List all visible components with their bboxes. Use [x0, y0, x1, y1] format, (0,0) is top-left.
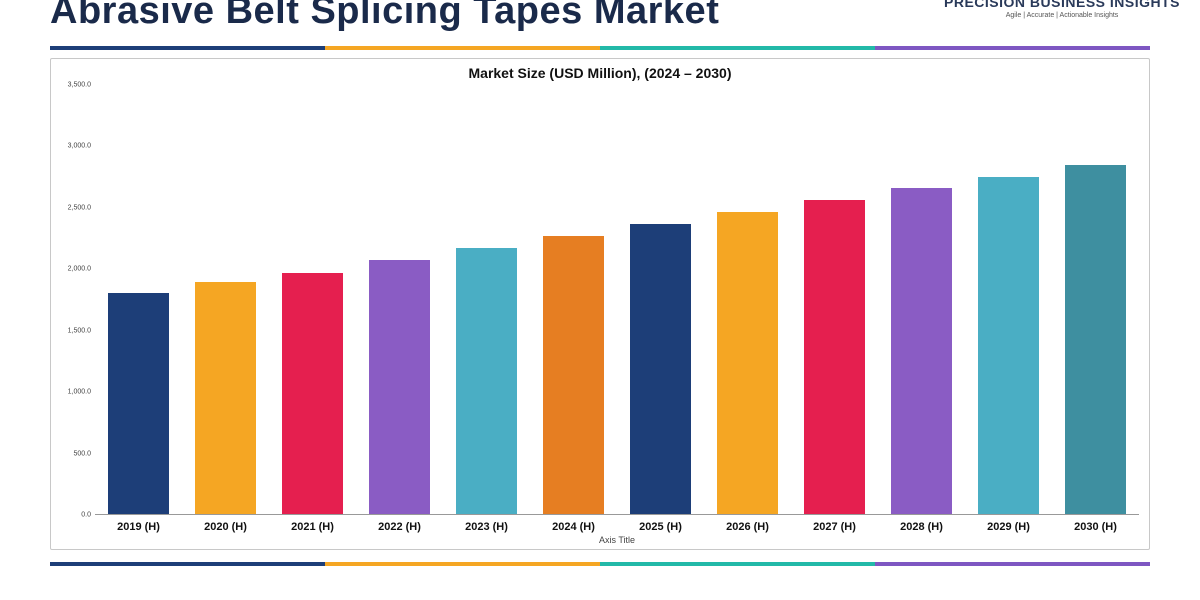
bar-slot	[1052, 85, 1139, 514]
x-tick-label: 2029 (H)	[965, 521, 1052, 533]
x-tick-label: 2021 (H)	[269, 521, 356, 533]
bar	[630, 224, 691, 514]
page-title: Abrasive Belt Splicing Tapes Market	[50, 0, 719, 30]
x-tick-label: 2019 (H)	[95, 521, 182, 533]
bar-slot	[617, 85, 704, 514]
y-tick-label: 1,500.0	[68, 327, 91, 334]
bar-slot	[878, 85, 965, 514]
brand-logo: PRECISION BUSINESS INSIGHTS Agile | Accu…	[944, 0, 1180, 19]
y-tick-label: 1,000.0	[68, 389, 91, 396]
bar-slot	[356, 85, 443, 514]
x-axis: 2019 (H)2020 (H)2021 (H)2022 (H)2023 (H)…	[95, 521, 1139, 533]
bar-slot	[443, 85, 530, 514]
y-tick-label: 3,000.0	[68, 143, 91, 150]
x-tick-label: 2024 (H)	[530, 521, 617, 533]
bar	[108, 293, 169, 514]
x-tick-label: 2022 (H)	[356, 521, 443, 533]
divider-segment	[325, 46, 600, 50]
x-tick-label: 2027 (H)	[791, 521, 878, 533]
bar	[891, 188, 952, 514]
bar-slot	[530, 85, 617, 514]
bar-slot	[704, 85, 791, 514]
divider-segment	[600, 46, 875, 50]
footer-divider	[50, 562, 1150, 566]
bar	[1065, 165, 1126, 514]
y-axis: 0.0500.01,000.01,500.02,000.02,500.03,00…	[61, 85, 95, 515]
divider-segment	[875, 46, 1150, 50]
bar	[978, 177, 1039, 514]
bar	[282, 273, 343, 514]
bar-slot	[791, 85, 878, 514]
bar	[717, 212, 778, 514]
bar	[195, 282, 256, 514]
logo-tagline: Agile | Accurate | Actionable Insights	[944, 12, 1180, 19]
bar	[369, 260, 430, 514]
bar	[543, 236, 604, 514]
bar-slot	[269, 85, 356, 514]
plot-area: 0.0500.01,000.01,500.02,000.02,500.03,00…	[61, 85, 1139, 515]
y-tick-label: 2,000.0	[68, 266, 91, 273]
chart-container: Market Size (USD Million), (2024 – 2030)…	[50, 58, 1150, 550]
divider-segment	[325, 562, 600, 566]
x-tick-label: 2023 (H)	[443, 521, 530, 533]
bar	[456, 248, 517, 514]
x-axis-title: Axis Title	[95, 535, 1139, 545]
y-tick-label: 0.0	[81, 512, 91, 519]
bars-region	[95, 85, 1139, 515]
bar-slot	[182, 85, 269, 514]
x-tick-label: 2028 (H)	[878, 521, 965, 533]
bar-slot	[965, 85, 1052, 514]
divider-segment	[875, 562, 1150, 566]
chart-title: Market Size (USD Million), (2024 – 2030)	[61, 65, 1139, 81]
x-tick-label: 2030 (H)	[1052, 521, 1139, 533]
y-tick-label: 3,500.0	[68, 82, 91, 89]
logo-main-text: PRECISION BUSINESS INSIGHTS	[944, 0, 1180, 10]
x-tick-label: 2025 (H)	[617, 521, 704, 533]
divider-segment	[600, 562, 875, 566]
divider-segment	[50, 46, 325, 50]
x-tick-label: 2026 (H)	[704, 521, 791, 533]
bar-slot	[95, 85, 182, 514]
divider-segment	[50, 562, 325, 566]
x-tick-label: 2020 (H)	[182, 521, 269, 533]
y-tick-label: 500.0	[73, 450, 91, 457]
bar	[804, 200, 865, 514]
header-divider	[50, 46, 1150, 50]
y-tick-label: 2,500.0	[68, 204, 91, 211]
